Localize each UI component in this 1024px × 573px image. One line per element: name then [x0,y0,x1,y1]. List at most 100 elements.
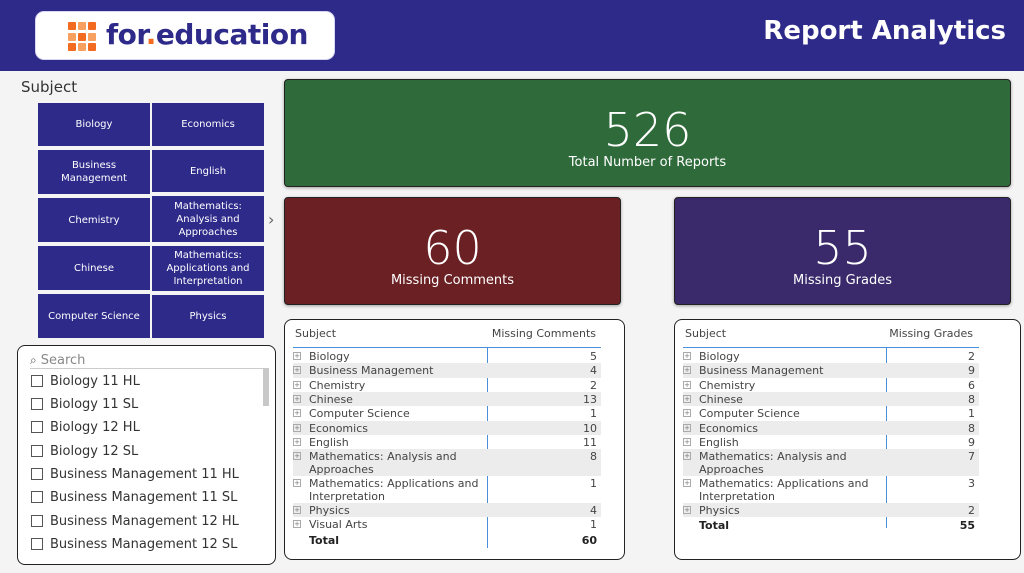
search-input[interactable]: ⌕ Search [30,352,266,369]
expand-icon[interactable]: + [293,520,301,529]
total-row: Total 55 [699,519,979,532]
row-value: 3 [968,477,975,491]
column-header-subject[interactable]: Subject [685,327,727,340]
scrollbar[interactable] [263,368,269,406]
expand-icon[interactable]: + [683,366,691,375]
subject-tile-english[interactable]: English [152,150,264,192]
subject-tile-business-management[interactable]: Business Management [38,150,150,194]
table-row[interactable]: + Mathematics: Applications and Interpret… [293,476,601,503]
table-row[interactable]: + Biology 2 [683,349,979,363]
checkbox[interactable] [31,445,43,457]
expand-icon[interactable]: + [293,437,301,446]
table-row[interactable]: + English 9 [683,435,979,449]
expand-icon[interactable]: + [683,479,691,488]
row-subject: Visual Arts [309,518,368,532]
subject-tile-biology[interactable]: Biology [38,103,150,146]
row-value: 8 [968,392,975,406]
table-row[interactable]: + Chemistry 2 [293,378,601,392]
row-value: 9 [968,364,975,378]
checkbox[interactable] [31,468,43,480]
row-subject: Chinese [699,392,743,406]
missing-grades-label: Missing Grades [792,273,893,288]
row-subject: Physics [699,504,740,518]
table-row[interactable]: + Chinese 8 [683,391,979,407]
checkbox[interactable] [31,398,43,410]
row-value: 6 [968,378,975,392]
table-row[interactable]: + Physics 2 [683,503,979,518]
table-row[interactable]: + Economics 10 [293,420,601,435]
table-row[interactable]: + Chinese 13 [293,391,601,407]
row-subject: Business Management [699,364,824,378]
expand-icon[interactable]: + [683,452,691,461]
expand-icon[interactable]: + [683,409,691,418]
slicer-item[interactable]: Biology 12 SL [31,441,138,461]
table-row[interactable]: + Visual Arts 1 [293,517,601,531]
expand-icon[interactable]: + [683,394,691,403]
subject-tile-math-ai[interactable]: Mathematics: Applications and Interpreta… [152,246,264,291]
table-row[interactable]: + Mathematics: Analysis and Approaches 8 [293,449,601,477]
subject-tile-math-aa[interactable]: Mathematics: Analysis and Approaches [152,196,264,242]
checkbox[interactable] [31,421,43,433]
checkbox[interactable] [31,538,43,550]
row-subject: Business Management [309,364,434,378]
checkbox[interactable] [31,515,43,527]
slicer-item[interactable]: Business Management 12 SL [31,534,237,554]
table-row[interactable]: + Biology 5 [293,349,601,363]
logo-text: for.education [106,18,309,51]
column-header-missing-comments[interactable]: Missing Comments [491,327,596,340]
table-row[interactable]: + Physics 4 [293,503,601,518]
total-label: Total [699,519,730,533]
slicer-item[interactable]: Business Management 12 HL [31,511,239,531]
expand-icon[interactable]: + [293,380,301,389]
expand-icon[interactable]: + [293,452,301,461]
table-row[interactable]: + Business Management 4 [293,363,601,378]
subject-tile-chemistry[interactable]: Chemistry [38,198,150,242]
subject-tile-physics[interactable]: Physics [152,295,264,338]
slicer-item[interactable]: Biology 12 HL [31,417,140,437]
expand-icon[interactable]: + [293,394,301,403]
table-row[interactable]: + Computer Science 1 [683,406,979,420]
row-value: 7 [968,450,975,464]
slicer-item[interactable]: Biology 11 SL [31,394,138,414]
expand-icon[interactable]: + [683,380,691,389]
expand-icon[interactable]: + [293,506,301,515]
expand-icon[interactable]: + [293,423,301,432]
slicer-item[interactable]: Business Management 11 HL [31,464,239,484]
expand-icon[interactable]: + [683,506,691,515]
table-row[interactable]: + Mathematics: Applications and Interpret… [683,476,979,503]
expand-icon[interactable]: + [293,366,301,375]
table-row[interactable]: + English 11 [293,435,601,449]
missing-comments-label: Missing Comments [390,273,515,288]
subject-tile-computer-science[interactable]: Computer Science [38,294,150,338]
table-row[interactable]: + Computer Science 1 [293,406,601,420]
table-row[interactable]: + Mathematics: Analysis and Approaches 7 [683,449,979,477]
total-value: 55 [959,519,975,533]
column-header-missing-grades[interactable]: Missing Grades [889,327,973,340]
chevron-right-icon[interactable]: › [268,210,275,229]
expand-icon[interactable]: + [293,352,301,360]
table-row[interactable]: + Chemistry 6 [683,378,979,392]
column-header-subject[interactable]: Subject [295,327,337,340]
row-subject: Chemistry [309,378,366,392]
checkbox[interactable] [31,375,43,387]
checkbox[interactable] [31,491,43,503]
logo: for.education [35,11,335,60]
row-subject: Economics [699,421,758,435]
subject-tile-chinese[interactable]: Chinese [38,246,150,290]
logo-grid-icon [68,22,98,52]
table-row[interactable]: + Economics 8 [683,420,979,435]
header-bar: for.education Report Analytics [0,0,1024,71]
expand-icon[interactable]: + [683,352,691,360]
slicer-item[interactable]: Business Management 11 SL [31,487,237,507]
expand-icon[interactable]: + [293,479,301,488]
row-subject: Economics [309,421,368,435]
slicer-item[interactable]: Biology 11 HL [31,371,140,391]
expand-icon[interactable]: + [683,423,691,432]
expand-icon[interactable]: + [683,437,691,446]
subject-tile-economics[interactable]: Economics [152,103,264,146]
row-subject: Computer Science [309,407,410,421]
row-value: 1 [590,477,597,491]
table-row[interactable]: + Business Management 9 [683,363,979,378]
row-value: 2 [968,350,975,363]
expand-icon[interactable]: + [293,409,301,418]
